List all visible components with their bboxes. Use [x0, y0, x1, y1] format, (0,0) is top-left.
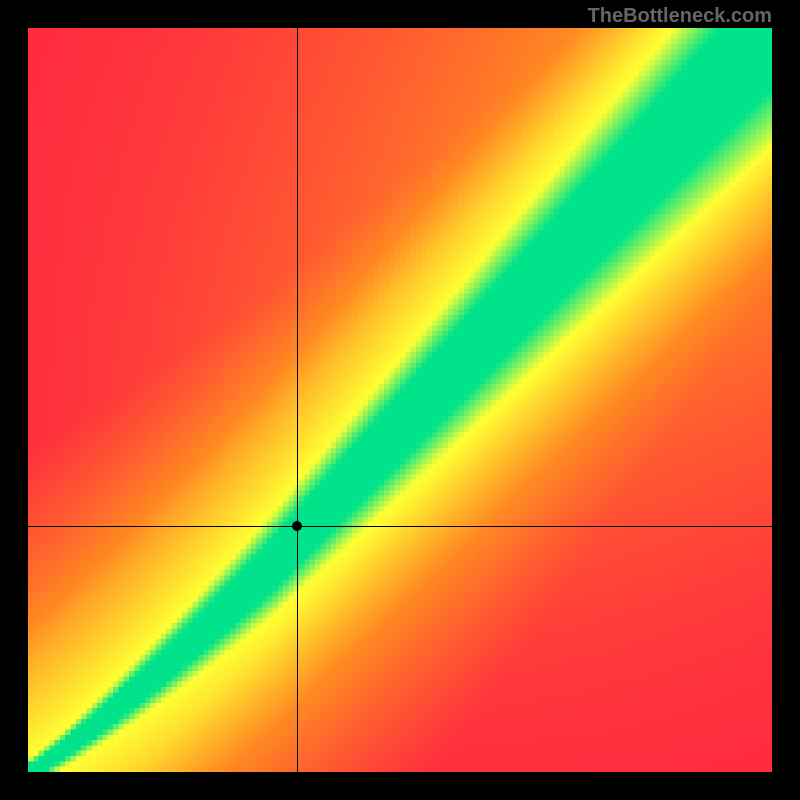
- crosshair-horizontal: [28, 526, 772, 527]
- crosshair-vertical: [297, 28, 298, 772]
- chart-container: TheBottleneck.com: [0, 0, 800, 800]
- crosshair-dot: [292, 521, 302, 531]
- watermark-label: TheBottleneck.com: [588, 5, 772, 28]
- heatmap-plot: [28, 28, 772, 772]
- heatmap-canvas: [28, 28, 772, 772]
